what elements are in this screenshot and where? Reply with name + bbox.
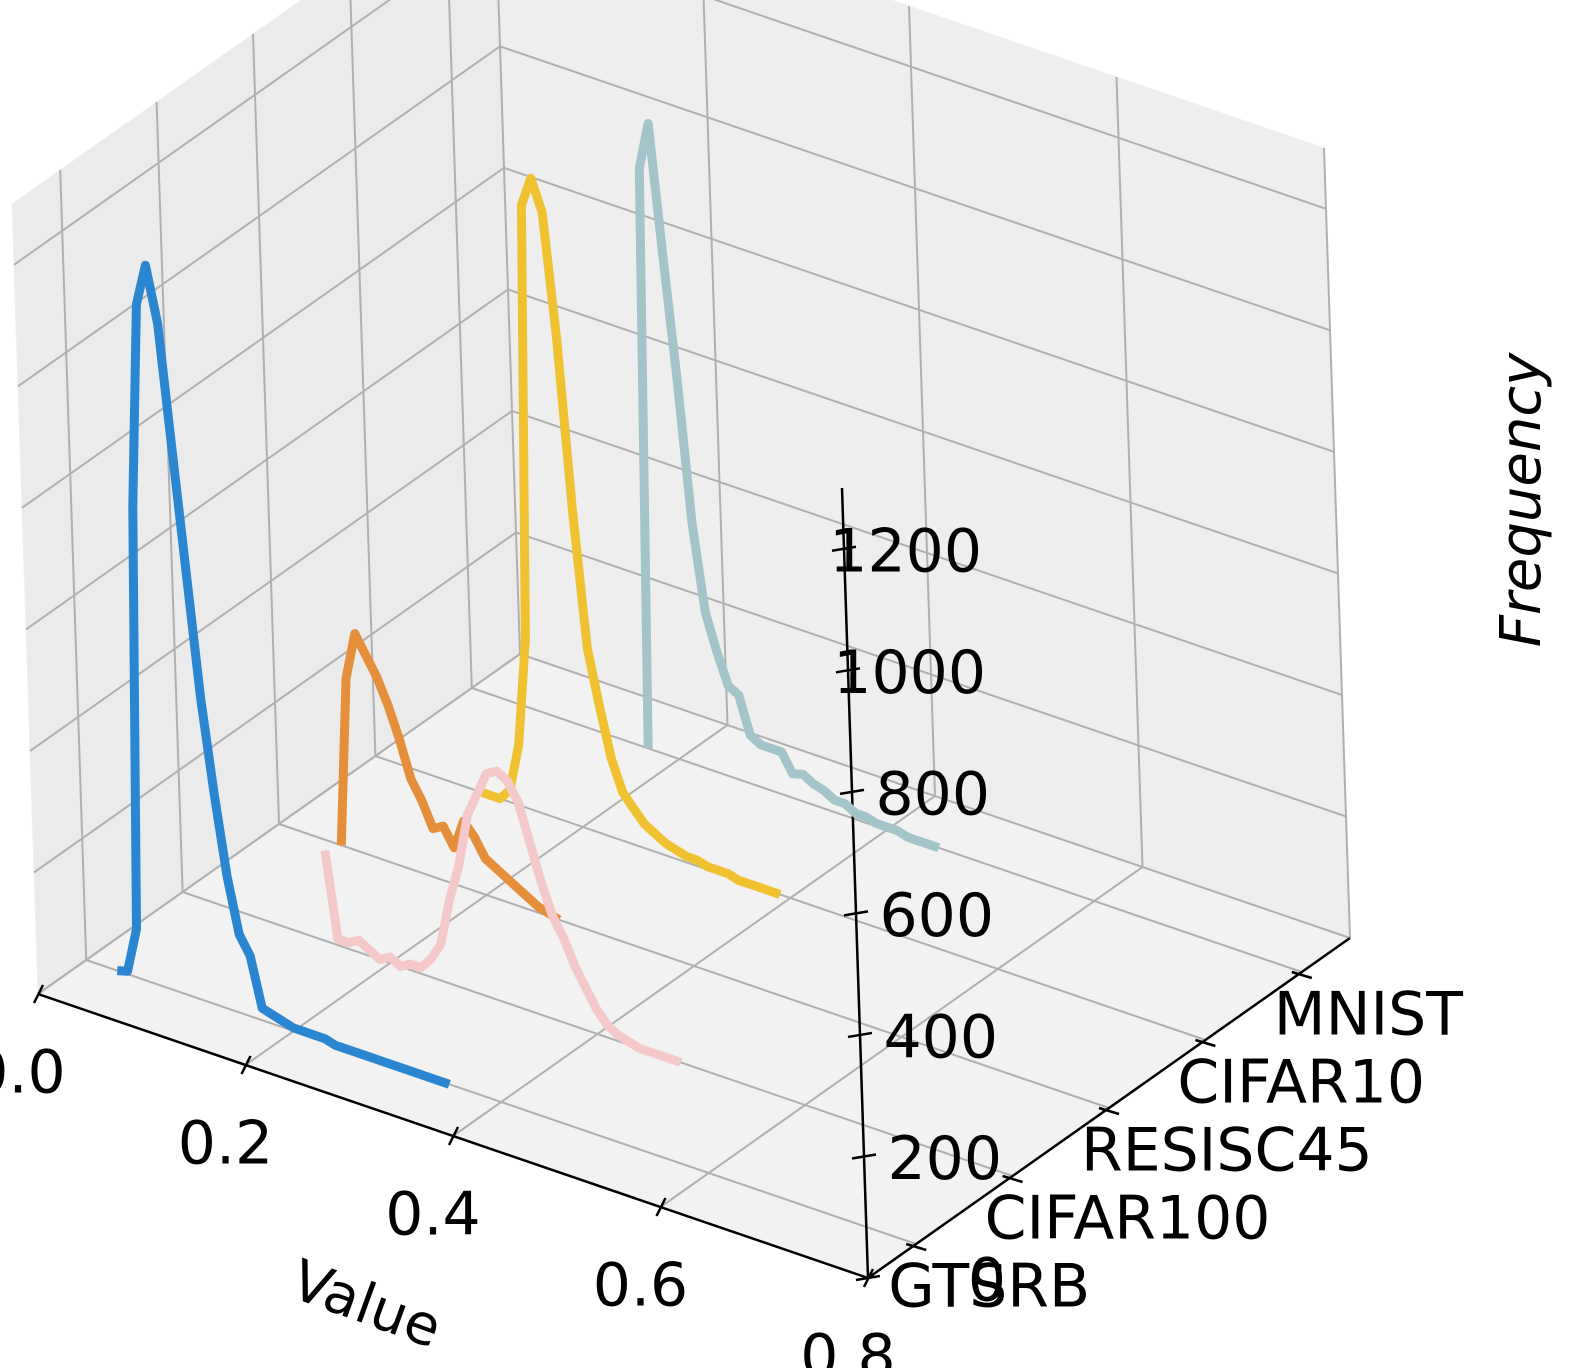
gridline-y-floor	[85, 959, 917, 1245]
x-axis-title: Value	[283, 1248, 450, 1362]
gridline-y-side	[252, 33, 280, 825]
gridline-z-back	[519, 653, 1351, 939]
gridline-z-side	[17, 45, 501, 388]
gridline-x-back	[497, 0, 521, 655]
z-tick-mark	[831, 545, 857, 553]
y-tick-label: CIFAR100	[985, 1184, 1271, 1254]
y-tick-mark	[905, 1242, 927, 1252]
y-tick-label: CIFAR10	[1177, 1048, 1425, 1118]
z-tick-mark	[851, 1153, 877, 1160]
z-tick-label: 1000	[833, 638, 986, 708]
series-line-resisc45	[336, 629, 562, 924]
x-tick-mark	[447, 1126, 460, 1146]
x-tick-mark	[32, 984, 45, 1004]
y-axis-line	[867, 936, 1351, 1280]
y-tick-label: GTSRB	[888, 1252, 1090, 1322]
y-tick-mark	[1098, 1106, 1120, 1116]
series-line-mnist	[634, 119, 941, 853]
x-tick-label: 0.6	[593, 1251, 688, 1321]
y-tick-mark	[1002, 1174, 1023, 1184]
z-tick-mark	[847, 1031, 873, 1039]
chart-series	[117, 119, 941, 1089]
gridline-y-side	[155, 101, 184, 893]
chart-labels: Value Frequency	[283, 352, 1554, 1362]
gridline-z-side	[37, 653, 521, 995]
gridline-y-floor	[278, 823, 1110, 1109]
z-tick-mark	[839, 788, 865, 796]
gridline-z-side	[21, 167, 505, 509]
z-tick-label: 600	[879, 881, 994, 951]
z-tick-label: 800	[875, 759, 990, 829]
z-tick-label: 400	[883, 1003, 998, 1073]
gridline-z-side	[29, 410, 513, 752]
z-tick-mark	[843, 910, 869, 917]
x-tick-mark	[655, 1197, 667, 1217]
y-tick-label: RESISC45	[1081, 1116, 1373, 1186]
x-tick-label: 0.2	[178, 1109, 273, 1179]
gridline-z-back	[511, 409, 1343, 696]
gridline-y-side	[349, 0, 377, 757]
x-tick-label: 0.8	[800, 1322, 895, 1368]
z-tick-mark	[855, 1274, 881, 1282]
gridline-z-side	[25, 288, 509, 631]
gridline-z-back	[712, 0, 1327, 210]
series-line-cifar10	[477, 173, 782, 899]
gridline-x-back	[1323, 147, 1351, 939]
z-axis-line	[840, 487, 870, 1279]
chart-panes	[11, 0, 1352, 1279]
gridline-y-floor	[182, 891, 1013, 1177]
gridline-z-side	[33, 531, 517, 874]
z-tick-label: 0	[968, 1246, 1006, 1316]
gridline-x-back	[1115, 76, 1144, 868]
z-tick-mark	[835, 667, 861, 674]
z-tick-label: 1200	[829, 516, 982, 586]
z-axis-title: Frequency	[1489, 352, 1554, 647]
x-tick-label: 0.0	[0, 1038, 66, 1108]
gridline-x-back	[702, 0, 729, 726]
gridline-y-side	[448, 0, 473, 689]
gridline-y-side	[59, 169, 88, 961]
x-tick-mark	[240, 1055, 252, 1075]
series-line-cifar100	[320, 766, 683, 1067]
gridline-x-back	[908, 5, 936, 797]
gridline-z-side	[13, 0, 392, 266]
z-tick-label: 200	[887, 1124, 1002, 1194]
y-tick-mark	[1195, 1038, 1216, 1048]
gridline-z-back	[499, 45, 1331, 332]
gridline-z-back	[515, 531, 1347, 818]
y-tick-label: MNIST	[1274, 980, 1463, 1050]
y-tick-mark	[1291, 970, 1313, 980]
series-line-gtsrb	[117, 260, 451, 1089]
chart-ticks: 0.00.20.40.60.8GTSRBCIFAR100RESISC45CIFA…	[0, 516, 1463, 1368]
x-tick-label: 0.4	[385, 1180, 480, 1250]
